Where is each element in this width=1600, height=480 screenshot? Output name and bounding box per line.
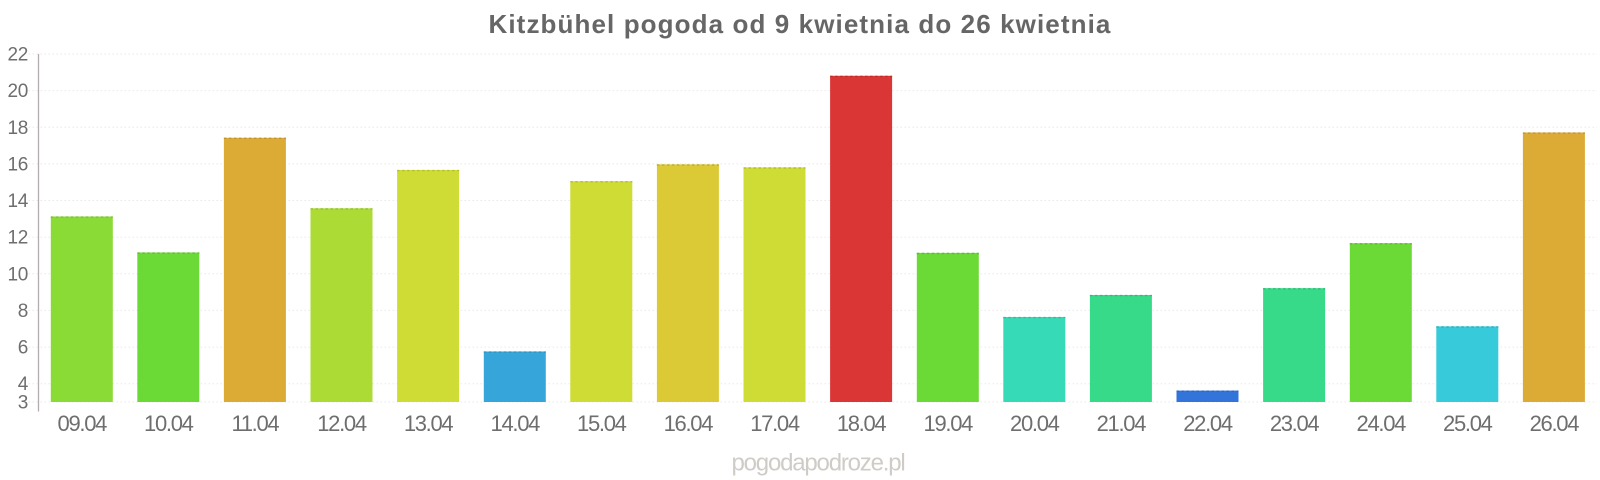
svg-text:14.04: 14.04 — [491, 411, 541, 436]
svg-text:26.04: 26.04 — [1530, 411, 1580, 436]
svg-text:12.04: 12.04 — [317, 411, 367, 436]
svg-text:09.04: 09.04 — [58, 411, 108, 436]
svg-text:10: 10 — [7, 264, 28, 285]
svg-text:3: 3 — [18, 393, 28, 414]
svg-text:19.04: 19.04 — [924, 411, 974, 436]
svg-text:20.04: 20.04 — [1010, 411, 1060, 436]
svg-text:23.04: 23.04 — [1270, 411, 1320, 436]
svg-text:pogodapodroze.pl: pogodapodroze.pl — [732, 450, 905, 477]
svg-text:16.04: 16.04 — [664, 411, 714, 436]
svg-text:25.04: 25.04 — [1443, 411, 1493, 436]
svg-text:10.04: 10.04 — [144, 411, 194, 436]
svg-text:11.04: 11.04 — [231, 411, 279, 436]
svg-text:21.04: 21.04 — [1097, 411, 1147, 436]
svg-text:15.04: 15.04 — [577, 411, 627, 436]
svg-text:22.04: 22.04 — [1183, 411, 1233, 436]
svg-text:24.04: 24.04 — [1357, 411, 1407, 436]
svg-text:18: 18 — [7, 118, 28, 139]
svg-text:8: 8 — [18, 301, 28, 322]
svg-text:16: 16 — [7, 154, 28, 175]
svg-text:13.04: 13.04 — [404, 411, 454, 436]
svg-text:4: 4 — [18, 374, 29, 395]
svg-text:18.04: 18.04 — [837, 411, 887, 436]
svg-text:6: 6 — [18, 338, 28, 359]
svg-text:14: 14 — [7, 191, 28, 212]
svg-text:12: 12 — [7, 228, 28, 249]
svg-text:20: 20 — [7, 81, 28, 102]
svg-text:17.04: 17.04 — [750, 411, 800, 436]
svg-text:Kitzbühel pogoda od 9 kwietnia: Kitzbühel pogoda od 9 kwietnia do 26 kwi… — [488, 9, 1111, 39]
svg-text:22: 22 — [7, 45, 28, 66]
